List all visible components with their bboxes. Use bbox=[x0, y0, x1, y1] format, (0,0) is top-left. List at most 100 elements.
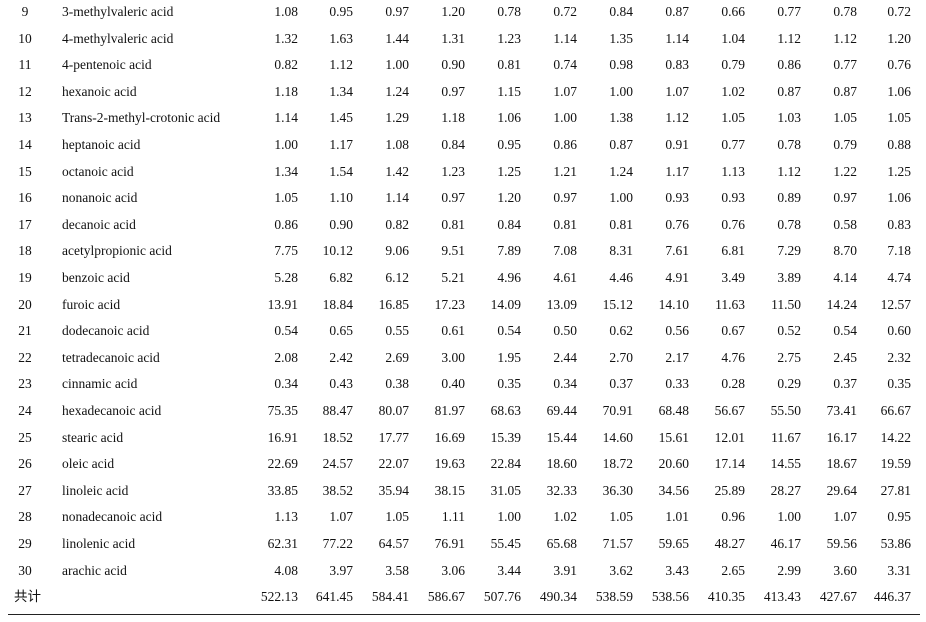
value-cell: 2.75 bbox=[777, 349, 801, 365]
value-cell: 410.35 bbox=[707, 589, 745, 605]
table-row: 14 heptanoic acid 1.00 1.17 1.08 0.84 0.95 0.86… bbox=[0, 132, 926, 158]
value-cell: 0.61 bbox=[441, 323, 465, 339]
value-cell: 0.76 bbox=[721, 216, 745, 232]
value-cell: 3.06 bbox=[441, 562, 465, 578]
value-cell: 80.07 bbox=[378, 403, 409, 418]
compound-name: cinnamic acid bbox=[62, 376, 138, 392]
value-cell: 14.24 bbox=[826, 296, 857, 312]
value-cell: 0.60 bbox=[887, 323, 911, 339]
value-cell: 1.21 bbox=[553, 163, 577, 179]
value-cell: 1.14 bbox=[553, 30, 577, 46]
value-cell: 3.62 bbox=[609, 562, 633, 578]
row-number: 10 bbox=[18, 30, 32, 46]
value-cell: 0.90 bbox=[329, 216, 353, 232]
value-cell: 0.95 bbox=[887, 509, 911, 525]
compound-name: 4-pentenoic acid bbox=[62, 57, 152, 73]
value-cell: 68.48 bbox=[658, 403, 689, 418]
value-cell: 1.35 bbox=[609, 30, 633, 46]
value-cell: 18.72 bbox=[602, 456, 633, 472]
value-cell: 0.66 bbox=[721, 4, 745, 19]
value-cell: 38.15 bbox=[434, 482, 465, 498]
compound-name: benzoic acid bbox=[62, 270, 130, 285]
compound-name: acetylpropionic acid bbox=[62, 243, 172, 259]
value-cell: 12.57 bbox=[880, 296, 911, 312]
value-cell: 62.31 bbox=[267, 536, 298, 551]
value-cell: 641.45 bbox=[315, 589, 353, 605]
value-cell: 34.56 bbox=[658, 482, 689, 498]
compound-name: hexadecanoic acid bbox=[62, 403, 162, 418]
value-cell: 1.05 bbox=[887, 110, 911, 126]
value-cell: 0.81 bbox=[441, 216, 465, 232]
value-cell: 0.34 bbox=[553, 376, 577, 392]
value-cell: 1.12 bbox=[329, 57, 353, 73]
value-cell: 1.07 bbox=[833, 509, 857, 525]
value-cell: 7.29 bbox=[777, 243, 801, 259]
value-cell: 1.02 bbox=[553, 509, 577, 525]
value-cell: 18.67 bbox=[826, 456, 857, 472]
row-number: 29 bbox=[18, 536, 32, 551]
value-cell: 3.97 bbox=[329, 562, 353, 578]
value-cell: 46.17 bbox=[770, 536, 801, 551]
value-cell: 3.60 bbox=[833, 562, 857, 578]
value-cell: 6.82 bbox=[329, 270, 353, 285]
value-cell: 0.78 bbox=[777, 137, 801, 152]
value-cell: 0.87 bbox=[777, 83, 801, 99]
value-cell: 1.14 bbox=[385, 190, 409, 206]
value-cell: 0.37 bbox=[833, 376, 857, 392]
value-cell: 1.20 bbox=[441, 4, 465, 19]
table-row: 19 benzoic acid 5.28 6.82 6.12 5.21 4.96 4.61 4.… bbox=[0, 265, 926, 291]
value-cell: 71.57 bbox=[602, 536, 633, 551]
value-cell: 32.33 bbox=[546, 482, 577, 498]
value-cell: 413.43 bbox=[763, 589, 801, 605]
value-cell: 1.13 bbox=[274, 509, 298, 525]
row-number: 22 bbox=[18, 349, 32, 365]
value-cell: 31.05 bbox=[490, 482, 521, 498]
value-cell: 0.89 bbox=[777, 190, 801, 206]
value-cell: 1.07 bbox=[329, 509, 353, 525]
value-cell: 13.91 bbox=[267, 296, 298, 312]
value-cell: 14.55 bbox=[770, 456, 801, 472]
table-row: 22 tetradecanoic acid 2.08 2.42 2.69 3.00 1.95… bbox=[0, 345, 926, 371]
value-cell: 1.14 bbox=[665, 30, 689, 46]
value-cell: 75.35 bbox=[267, 403, 298, 418]
value-cell: 0.87 bbox=[609, 137, 633, 152]
value-cell: 0.55 bbox=[385, 323, 409, 339]
value-cell: 1.95 bbox=[497, 349, 521, 365]
value-cell: 3.00 bbox=[441, 349, 465, 365]
value-cell: 18.60 bbox=[546, 456, 577, 472]
table-row: 13 Trans-2-methyl-crotonic acid 1.14 1.45 1.… bbox=[0, 105, 926, 131]
value-cell: 18.52 bbox=[322, 429, 353, 445]
value-cell: 1.00 bbox=[385, 57, 409, 73]
compound-name: stearic acid bbox=[62, 429, 124, 445]
value-cell: 0.77 bbox=[721, 137, 745, 152]
value-cell: 81.97 bbox=[434, 403, 465, 418]
value-cell: 1.13 bbox=[721, 163, 745, 179]
value-cell: 4.14 bbox=[833, 270, 857, 285]
table-row: 23 cinnamic acid 0.34 0.43 0.38 0.40 0.35 0.34 0… bbox=[0, 371, 926, 397]
value-cell: 1.06 bbox=[497, 110, 521, 126]
value-cell: 48.27 bbox=[714, 536, 745, 551]
compound-name: decanoic acid bbox=[62, 216, 136, 232]
value-cell: 0.33 bbox=[665, 376, 689, 392]
compound-name: nonadecanoic acid bbox=[62, 509, 163, 525]
value-cell: 68.63 bbox=[490, 403, 521, 418]
value-cell: 1.12 bbox=[777, 30, 801, 46]
row-number: 30 bbox=[18, 562, 32, 578]
value-cell: 4.74 bbox=[887, 270, 911, 285]
value-cell: 0.43 bbox=[329, 376, 353, 392]
value-cell: 33.85 bbox=[267, 482, 298, 498]
value-cell: 1.00 bbox=[609, 83, 633, 99]
compound-name: furoic acid bbox=[62, 296, 121, 312]
value-cell: 7.61 bbox=[665, 243, 689, 259]
value-cell: 4.46 bbox=[609, 270, 633, 285]
value-cell: 0.79 bbox=[721, 57, 745, 73]
value-cell: 1.04 bbox=[721, 30, 745, 46]
table-row: 12 hexanoic acid 1.18 1.34 1.24 0.97 1.15 1.07 1… bbox=[0, 79, 926, 105]
value-cell: 17.77 bbox=[378, 429, 409, 445]
value-cell: 1.15 bbox=[497, 83, 521, 99]
value-cell: 1.34 bbox=[329, 83, 353, 99]
value-cell: 22.84 bbox=[490, 456, 521, 472]
value-cell: 17.14 bbox=[714, 456, 745, 472]
value-cell: 1.03 bbox=[777, 110, 801, 126]
value-cell: 6.81 bbox=[721, 243, 745, 259]
